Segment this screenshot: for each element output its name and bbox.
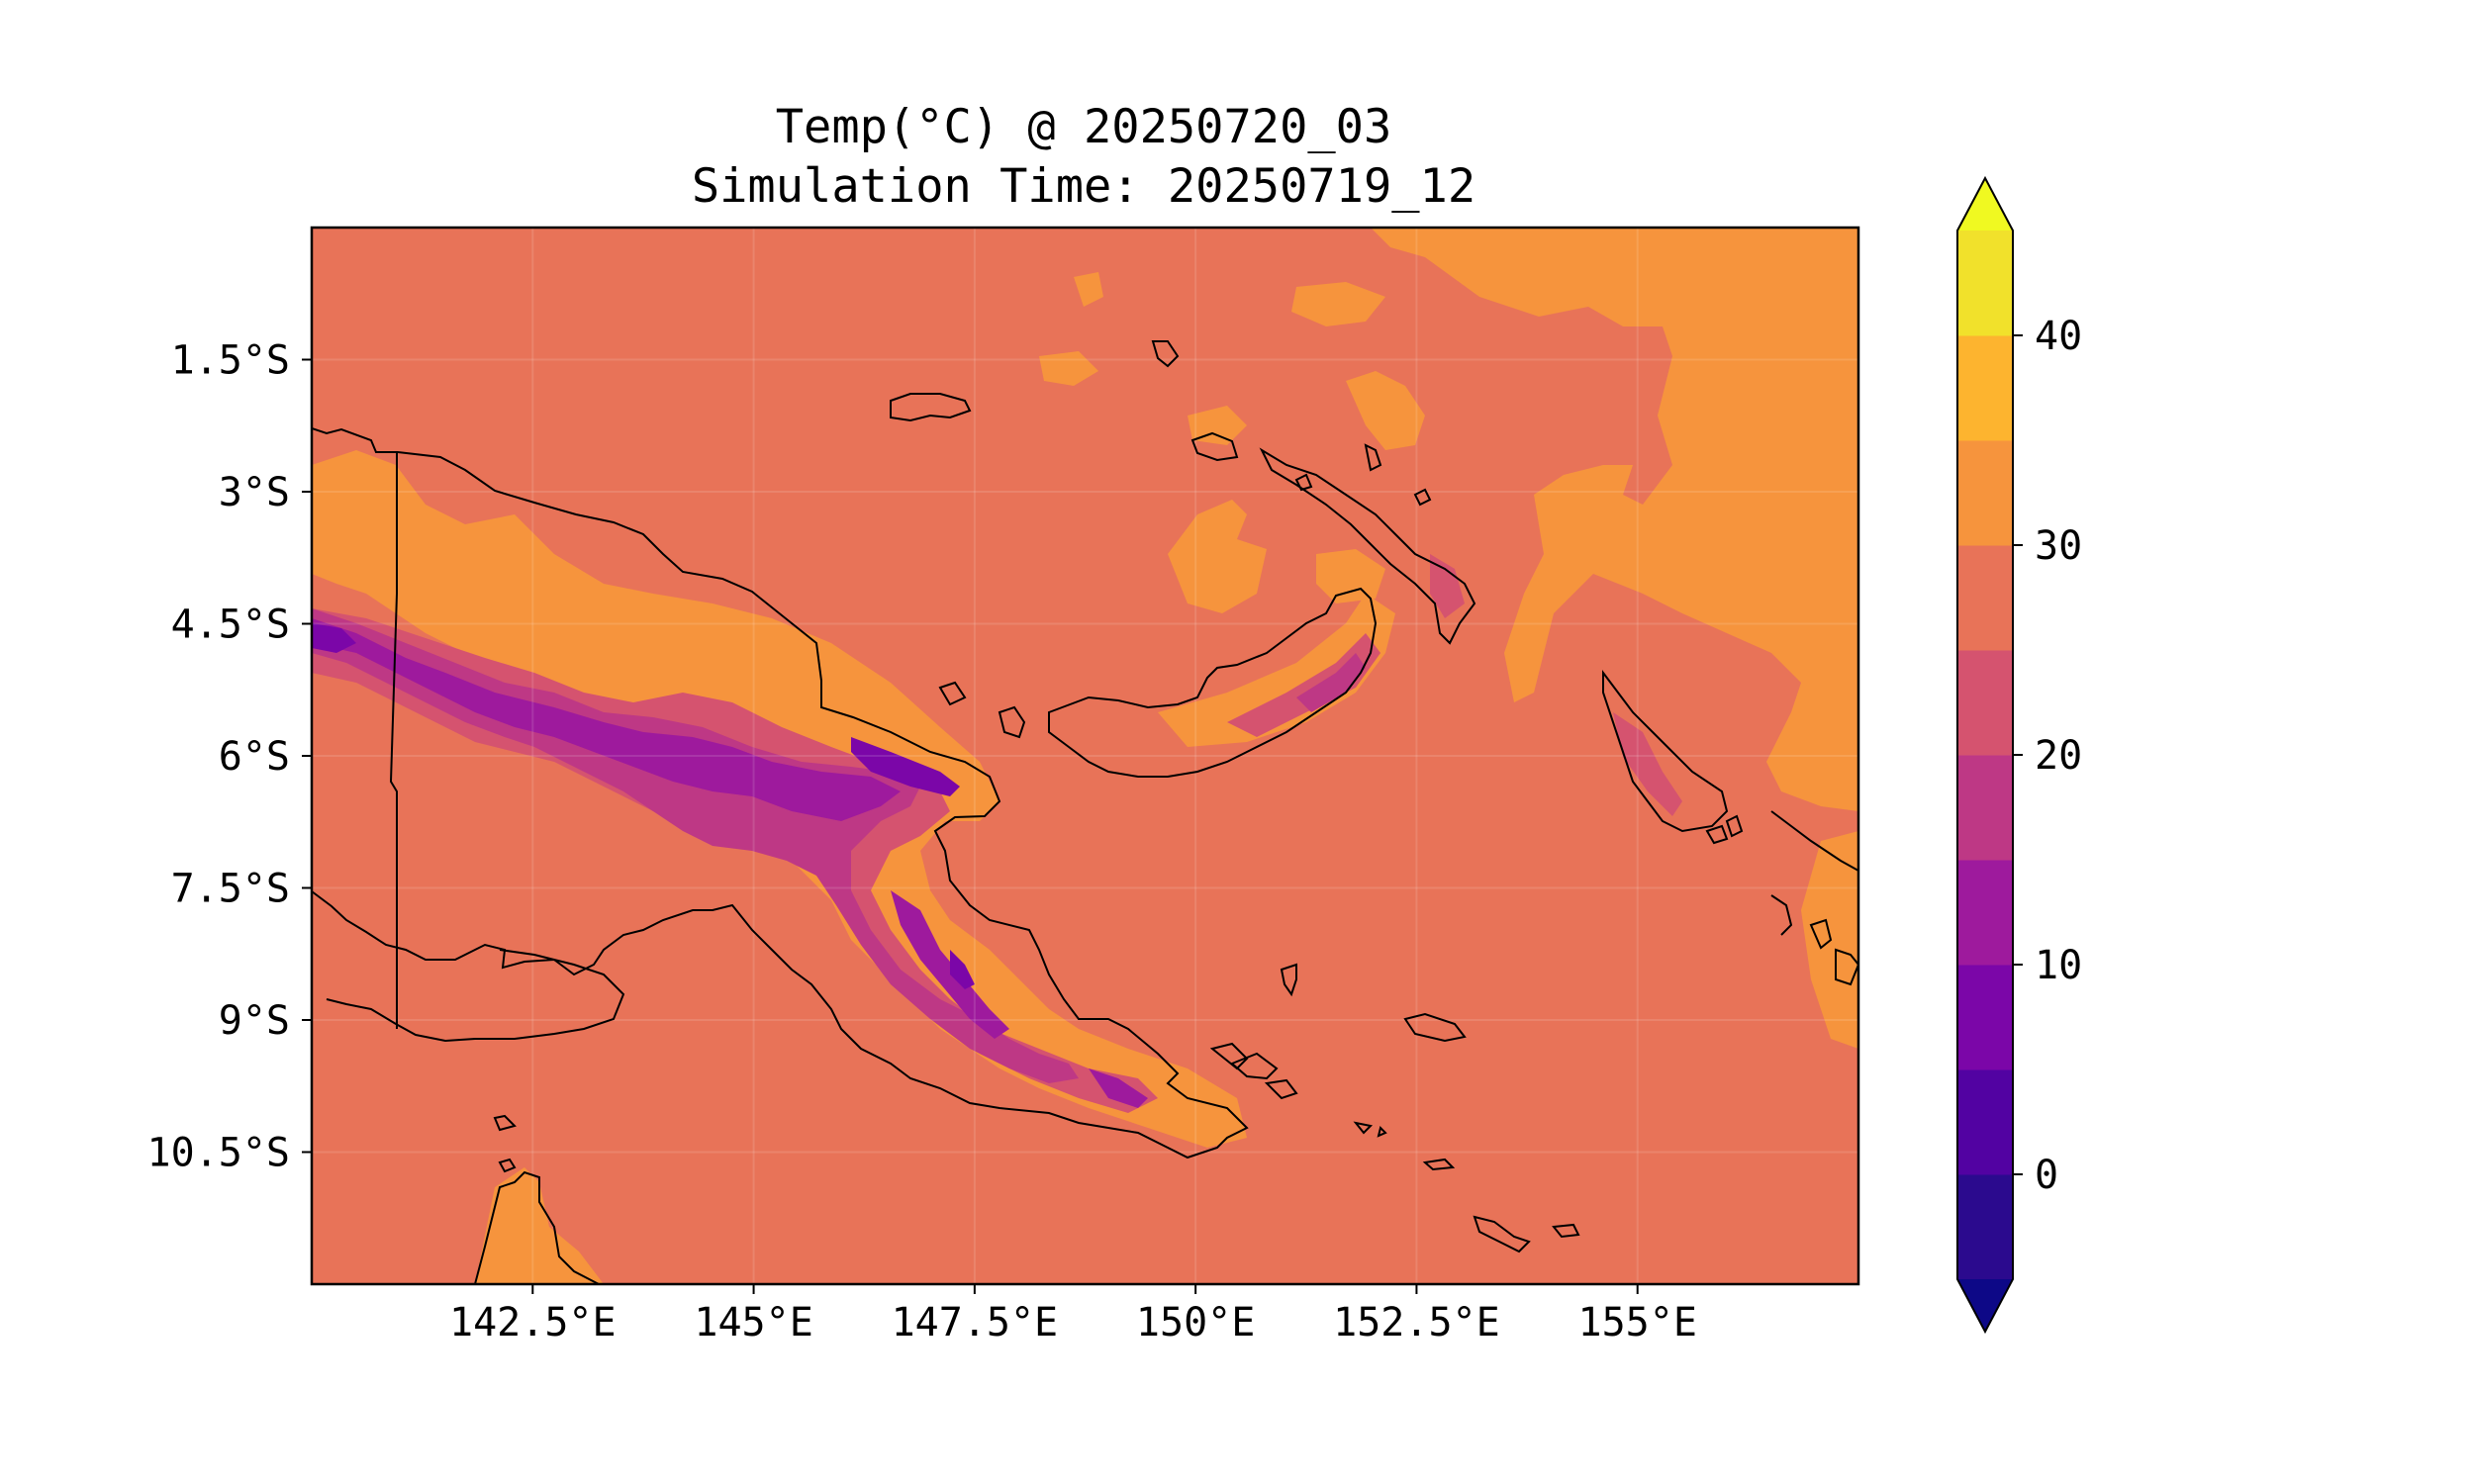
colorbar: 0 10 20 30 40	[1956, 175, 2082, 1335]
colorbar-segment	[1957, 545, 2013, 651]
warm-patch-1	[1168, 500, 1267, 613]
y-tick-label: 6°S	[219, 734, 290, 780]
coastlines	[312, 340, 1858, 1284]
colorbar-segment	[1957, 335, 2013, 441]
warm-patch-6	[1188, 406, 1247, 445]
chart-subtitle: Simulation Time: 20250719_12	[691, 159, 1476, 214]
cold-core	[312, 608, 1079, 1083]
coastline-small-7	[1364, 443, 1382, 472]
coastline-louisiade	[1473, 1215, 1580, 1253]
coldest-core-3	[1089, 1068, 1148, 1108]
colorbar-segment	[1957, 1069, 2013, 1175]
cool-bougainville	[1613, 712, 1682, 816]
x-axis: 142.5°E 145°E 147.5°E 150°E 152.5°E 155°E	[449, 1284, 1697, 1345]
colorbar-tick-label: 40	[2035, 314, 2082, 359]
coastline-dentrecasteaux	[1209, 1042, 1298, 1100]
coastline-small-6	[1413, 488, 1432, 507]
coastline-torres	[493, 1114, 517, 1173]
warm-cape-york	[475, 1167, 604, 1284]
coastline-small-2	[1151, 340, 1180, 368]
y-tick-label: 1.5°S	[171, 338, 290, 384]
x-tick-label: 145°E	[694, 1300, 812, 1345]
colorbar-tick-label: 30	[2035, 523, 2082, 569]
colorbar-tick-label: 20	[2035, 733, 2082, 779]
warm-patch-4	[1039, 351, 1098, 386]
colorbar-segment	[1957, 231, 2013, 336]
deepest-core	[312, 623, 356, 653]
chart-title: Temp(°C) @ 20250720_03	[775, 100, 1392, 154]
x-tick-label: 142.5°E	[449, 1300, 617, 1345]
x-tick-label: 150°E	[1136, 1300, 1255, 1345]
coastline-bougainville	[1602, 670, 1729, 833]
x-tick-label: 152.5°E	[1333, 1300, 1500, 1345]
coastline-misima	[1353, 1121, 1387, 1138]
colorbar-segment	[1957, 755, 2013, 861]
warm-patch-2	[1346, 371, 1425, 450]
colorbar-over-arrow	[1957, 178, 2013, 231]
coastline-small-1	[1190, 431, 1239, 462]
warm-new-britain	[1158, 594, 1395, 747]
coldest-core	[312, 618, 901, 821]
colorbar-under-arrow	[1957, 1279, 2013, 1332]
y-tick-label: 9°S	[219, 998, 290, 1044]
y-tick-label: 10.5°S	[147, 1131, 291, 1176]
y-tick-label: 7.5°S	[171, 867, 290, 912]
coastline-shortland	[1705, 814, 1744, 845]
coastline-small-3	[998, 705, 1026, 739]
y-axis: 1.5°S 3°S 4.5°S 6°S 7.5°S 9°S 10.5°S	[147, 338, 312, 1176]
y-tick-label: 4.5°S	[171, 603, 290, 648]
colorbar-tick-label: 0	[2035, 1153, 2058, 1198]
coastline-woodlark	[1280, 963, 1297, 997]
coastline-new-guinea-north	[312, 427, 1249, 1159]
deepest-core-3	[950, 950, 975, 989]
colorbar-segment	[1957, 860, 2013, 966]
colorbar-tick-label: 10	[2035, 943, 2082, 988]
warm-patch-5	[1074, 272, 1103, 307]
colorbar-segment	[1957, 440, 2013, 546]
cool-new-britain	[1227, 633, 1380, 737]
coastline-cape-york	[474, 1170, 600, 1284]
warm-patch-3	[1291, 282, 1385, 326]
cool-new-ireland	[1430, 554, 1465, 618]
cold-core-2	[1296, 653, 1366, 712]
coastline-solomon	[1770, 810, 1858, 986]
warm-ocean-ne	[1371, 228, 1858, 811]
deepest-core-2	[851, 737, 960, 796]
x-tick-label: 147.5°E	[892, 1300, 1059, 1345]
y-tick-label: 3°S	[219, 470, 290, 515]
coastline-manus	[890, 393, 972, 422]
colorbar-segment	[1957, 1174, 2013, 1280]
coastline-new-ireland	[1259, 447, 1476, 645]
x-tick-label: 155°E	[1578, 1300, 1697, 1345]
coastline-new-britain	[1048, 587, 1378, 778]
coastline-gulf	[326, 949, 625, 1043]
colorbar-segment	[1957, 965, 2013, 1070]
temperature-contours	[312, 228, 1858, 1284]
colorbar-outline	[1956, 175, 2014, 1335]
coastline-trobriand	[1403, 1012, 1467, 1043]
coastline-small-5	[1294, 473, 1313, 492]
coastline-border	[389, 452, 398, 1029]
warm-patch-7	[1316, 549, 1385, 603]
colorbar-segment	[1957, 650, 2013, 756]
coastline-rossel	[1422, 1158, 1456, 1171]
coastline-small-4	[938, 681, 967, 706]
